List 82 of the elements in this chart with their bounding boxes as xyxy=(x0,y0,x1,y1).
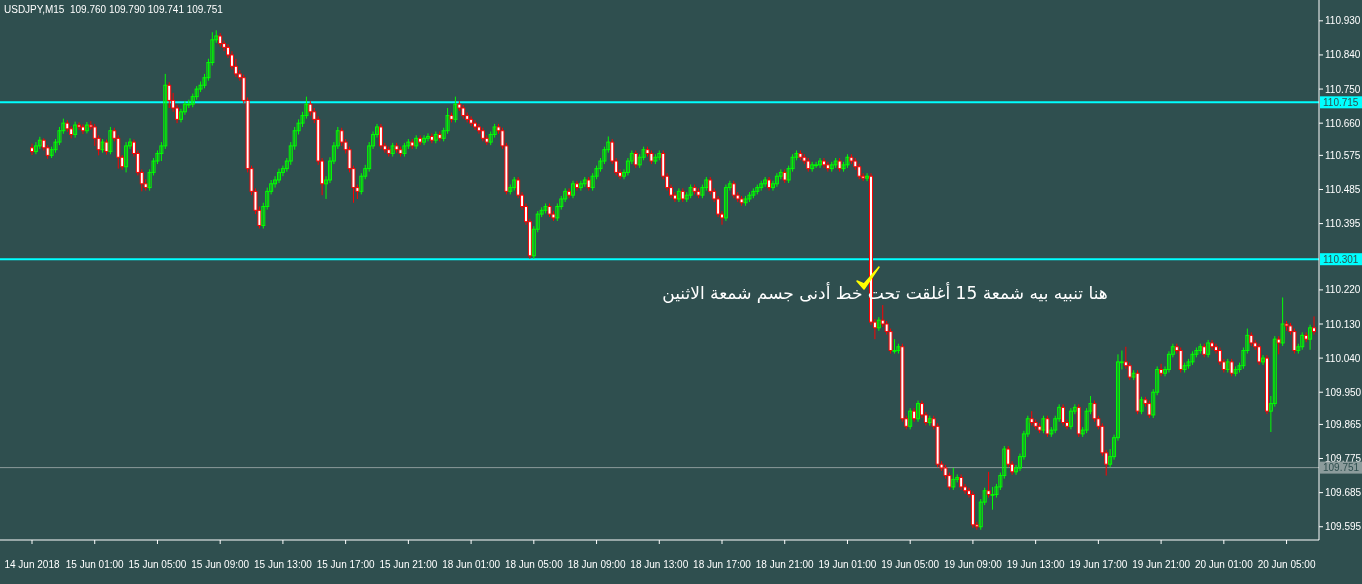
candlestick xyxy=(77,121,82,131)
candlestick xyxy=(676,187,681,203)
x-tick-label: 18 Jun 13:00 xyxy=(630,559,689,570)
candlestick xyxy=(429,132,434,144)
y-tick-label: 109.595 xyxy=(1325,521,1362,533)
candlestick xyxy=(1068,407,1073,430)
candlestick xyxy=(574,180,579,192)
candlestick xyxy=(473,119,478,131)
x-tick-label: 15 Jun 09:00 xyxy=(191,559,250,570)
y-tick-label: 110.130 xyxy=(1325,318,1361,330)
chart-title: USDJPY,M15 109.760 109.790 109.741 109.751 xyxy=(4,4,224,15)
candlestick xyxy=(422,134,427,146)
candlestick xyxy=(1206,339,1211,358)
y-tick-label: 109.775 xyxy=(1325,453,1362,465)
y-tick-label: 110.660 xyxy=(1325,117,1361,129)
candlestick xyxy=(1261,354,1266,366)
x-tick-label: 19 Jun 09:00 xyxy=(944,559,1003,570)
y-tick-label: 110.750 xyxy=(1325,83,1361,95)
x-tick-label: 18 Jun 17:00 xyxy=(693,559,752,570)
x-tick-label: 18 Jun 09:00 xyxy=(567,559,626,570)
candlestick xyxy=(124,141,129,173)
y-tick-label: 109.950 xyxy=(1325,386,1362,398)
x-tick-label: 20 Jun 01:00 xyxy=(1194,559,1254,570)
candlestick xyxy=(1257,343,1262,366)
x-tick-label: 14 Jun 2018 xyxy=(4,559,60,570)
x-tick-label: 15 Jun 01:00 xyxy=(65,559,125,570)
candlestick xyxy=(763,176,768,188)
x-tick-label: 19 Jun 05:00 xyxy=(881,559,940,570)
y-tick-label: 110.840 xyxy=(1325,49,1361,61)
candlestick xyxy=(818,157,823,169)
candlestick xyxy=(1308,324,1313,351)
candlestick xyxy=(378,123,383,150)
x-tick-label: 19 Jun 01:00 xyxy=(818,559,877,570)
x-tick-label: 19 Jun 13:00 xyxy=(1006,559,1065,570)
x-tick-label: 18 Jun 01:00 xyxy=(442,559,501,570)
candlestick xyxy=(821,157,826,169)
candlestick xyxy=(825,161,830,173)
candlestick xyxy=(418,134,423,146)
y-tick-label: 110.040 xyxy=(1325,352,1361,364)
candlestick xyxy=(30,143,34,156)
candlestick xyxy=(359,172,364,195)
candlestick xyxy=(276,168,281,184)
ref-line-label: 110.715 xyxy=(1323,96,1359,108)
ref-line-label: 109.751 xyxy=(1323,462,1360,474)
candlestick xyxy=(1312,315,1316,336)
x-tick-label: 18 Jun 21:00 xyxy=(755,559,815,570)
candlestick xyxy=(814,161,819,169)
candlestick xyxy=(571,180,576,199)
x-tick-label: 19 Jun 21:00 xyxy=(1132,559,1191,570)
candlestick xyxy=(84,121,89,134)
candlestick xyxy=(1061,403,1066,427)
x-tick-label: 19 Jun 17:00 xyxy=(1069,559,1128,570)
y-tick-label: 110.220 xyxy=(1325,284,1361,296)
candlestick xyxy=(865,172,870,182)
y-tick-label: 110.930 xyxy=(1325,15,1361,27)
x-tick-label: 15 Jun 17:00 xyxy=(316,559,375,570)
x-tick-label: 15 Jun 13:00 xyxy=(254,559,313,570)
candlestick xyxy=(990,486,995,511)
candlestick xyxy=(723,184,728,222)
candlestick xyxy=(774,172,779,188)
ref-line-label: 110.301 xyxy=(1323,253,1359,265)
x-tick-label: 15 Jun 05:00 xyxy=(128,559,187,570)
x-tick-label: 20 Jun 05:00 xyxy=(1257,559,1316,570)
candlestick xyxy=(567,187,572,199)
candlestick xyxy=(73,121,78,139)
y-tick-label: 109.685 xyxy=(1325,487,1362,499)
y-tick-label: 109.865 xyxy=(1325,418,1362,430)
candlestick xyxy=(469,115,474,127)
candlestick xyxy=(1280,296,1285,347)
candlestick xyxy=(1210,339,1215,351)
y-tick-label: 110.485 xyxy=(1325,183,1361,195)
candlestick xyxy=(1178,346,1183,374)
y-tick-label: 110.575 xyxy=(1325,149,1361,161)
candlestick xyxy=(986,471,991,499)
candlestick xyxy=(33,141,38,155)
x-tick-label: 15 Jun 21:00 xyxy=(379,559,438,570)
candlestick xyxy=(578,180,583,192)
candlestick xyxy=(167,81,172,109)
x-tick-label: 18 Jun 05:00 xyxy=(504,559,564,570)
y-tick-label: 110.395 xyxy=(1325,218,1361,230)
candlestick xyxy=(80,123,85,135)
candlestick xyxy=(425,132,430,142)
